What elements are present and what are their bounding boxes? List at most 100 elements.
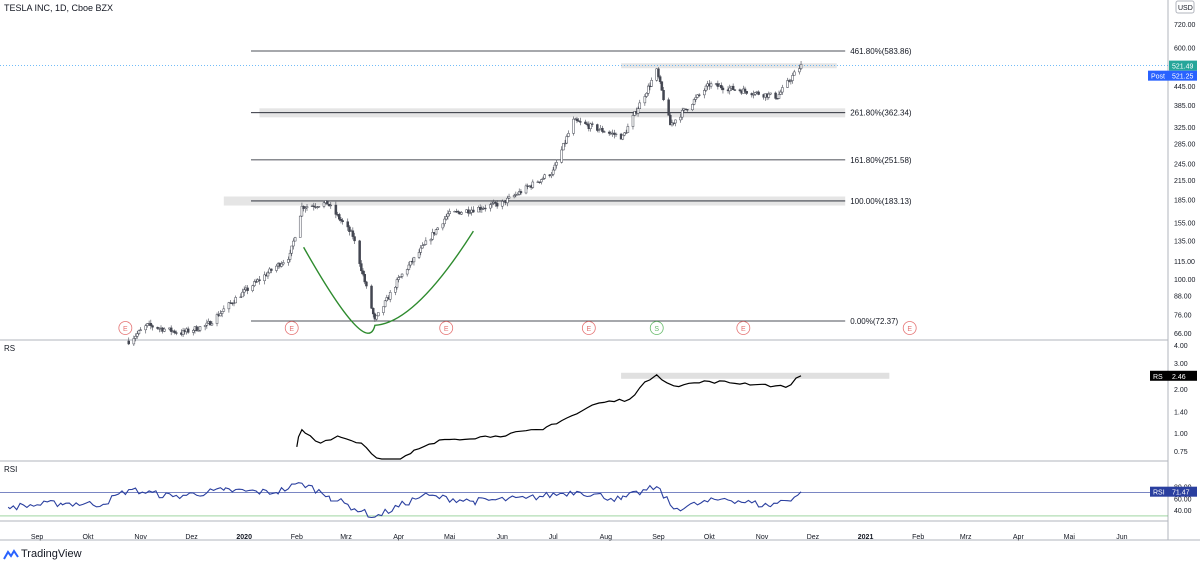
candle-body (441, 223, 445, 229)
rs-axis-tick-label: 2.00 (1174, 387, 1188, 394)
candle-body (292, 240, 295, 247)
candle-body (692, 99, 696, 105)
candle-body (662, 90, 665, 101)
candle-body (779, 91, 782, 95)
candle-body (360, 263, 363, 272)
candle-body (484, 207, 487, 210)
candle-body (660, 81, 664, 91)
time-axis-tick-label: 2021 (858, 534, 874, 541)
candle-body (280, 263, 283, 267)
candle-body (720, 85, 723, 89)
candle-body (738, 89, 742, 92)
candle-body (670, 122, 674, 126)
candle-body (205, 322, 209, 326)
candle-body (399, 276, 402, 278)
candle-body (456, 211, 460, 213)
candle-body (636, 108, 640, 114)
candle-body (341, 220, 344, 222)
candle-body (553, 164, 557, 171)
candle-body (242, 289, 246, 293)
time-axis-tick-label: Okt (83, 534, 94, 541)
tradingview-footer: TradingView (0, 545, 1200, 564)
candle-body (516, 194, 519, 196)
candle-body (555, 162, 558, 166)
split-event-marker (649, 321, 664, 335)
fib-level-label: 100.00%(183.13) (850, 197, 912, 206)
candle-body (467, 209, 470, 214)
candle-body (234, 297, 237, 304)
candle-body (195, 326, 198, 332)
candle-body (149, 322, 153, 326)
rsi-last-value-tag (1150, 486, 1197, 497)
candle-body (288, 252, 292, 260)
candle-body (716, 83, 720, 87)
time-axis-tick-label: Mai (1064, 534, 1076, 541)
price-axis-tick-label: 185.00 (1174, 198, 1196, 205)
time-axis-tick-label: Mai (444, 534, 456, 541)
candle-body (173, 330, 176, 333)
time-axis-tick-label: Nov (756, 534, 769, 541)
event-marker-label: E (289, 326, 294, 333)
time-axis-tick-label: Mrz (340, 534, 352, 541)
candle-body (781, 87, 784, 93)
candle-body (407, 264, 411, 270)
earnings-event-marker (581, 321, 596, 335)
candle-body (270, 268, 273, 271)
candle-body (621, 134, 625, 140)
chart-canvas[interactable]: TESLA INC, 1D, Cboe BZX USD 461.80%(583.86… (0, 0, 1200, 545)
candle-body (351, 230, 355, 237)
candle-body (769, 92, 772, 95)
post-market-value: 521.25 (1172, 74, 1194, 81)
candle-body (412, 257, 416, 263)
candle-body (767, 93, 771, 98)
candle-body (241, 291, 244, 298)
rsi-last-value: 71.47 (1172, 490, 1190, 497)
candle-body (134, 336, 137, 339)
candle-body (657, 68, 660, 77)
candle-body (745, 91, 748, 94)
candle-body (590, 123, 594, 125)
candle-body (538, 181, 541, 183)
candle-body (266, 272, 270, 277)
fib-level-label: 0.00%(72.37) (850, 317, 898, 326)
candle-body (585, 123, 589, 125)
price-axis-tick-label: 215.00 (1174, 178, 1196, 185)
candle-body (293, 237, 297, 242)
candle-body (302, 205, 305, 209)
candle-body (339, 218, 343, 221)
rs-axis-tick-label: 1.00 (1174, 431, 1188, 438)
candle-body (227, 302, 231, 310)
candle-body (519, 191, 523, 194)
candle-body (460, 212, 463, 215)
candle-body (704, 85, 708, 91)
rsi-axis-tick-label: 60.00 (1174, 496, 1192, 503)
candle-body (589, 123, 592, 130)
tradingview-brand-label: TradingView (21, 548, 82, 560)
candle-body (728, 87, 731, 92)
candle-body (434, 229, 438, 235)
candle-body (424, 240, 428, 245)
candle-body (575, 118, 579, 121)
rsi-axis-tick-label: 40.00 (1174, 508, 1192, 515)
candle-body (334, 204, 338, 215)
candle-body (563, 142, 567, 145)
last-price-value: 521.49 (1172, 64, 1194, 71)
candle-body (417, 252, 421, 258)
candle-body (156, 326, 159, 329)
candle-body (468, 212, 472, 214)
currency-label: USD (1178, 5, 1193, 12)
candle-body (650, 80, 653, 87)
candle-body (258, 279, 261, 282)
candle-body (329, 204, 333, 207)
candle-body (512, 195, 516, 198)
candle-body (774, 92, 777, 99)
candle-body (793, 71, 796, 76)
chart-background (0, 0, 1200, 545)
rs-axis-tick-label: 1.40 (1174, 409, 1188, 416)
candle-body (370, 285, 373, 309)
candle-body (382, 306, 385, 313)
candle-body (789, 80, 793, 82)
candle-body (246, 287, 249, 291)
candle-body (371, 308, 375, 315)
candle-body (388, 292, 392, 300)
